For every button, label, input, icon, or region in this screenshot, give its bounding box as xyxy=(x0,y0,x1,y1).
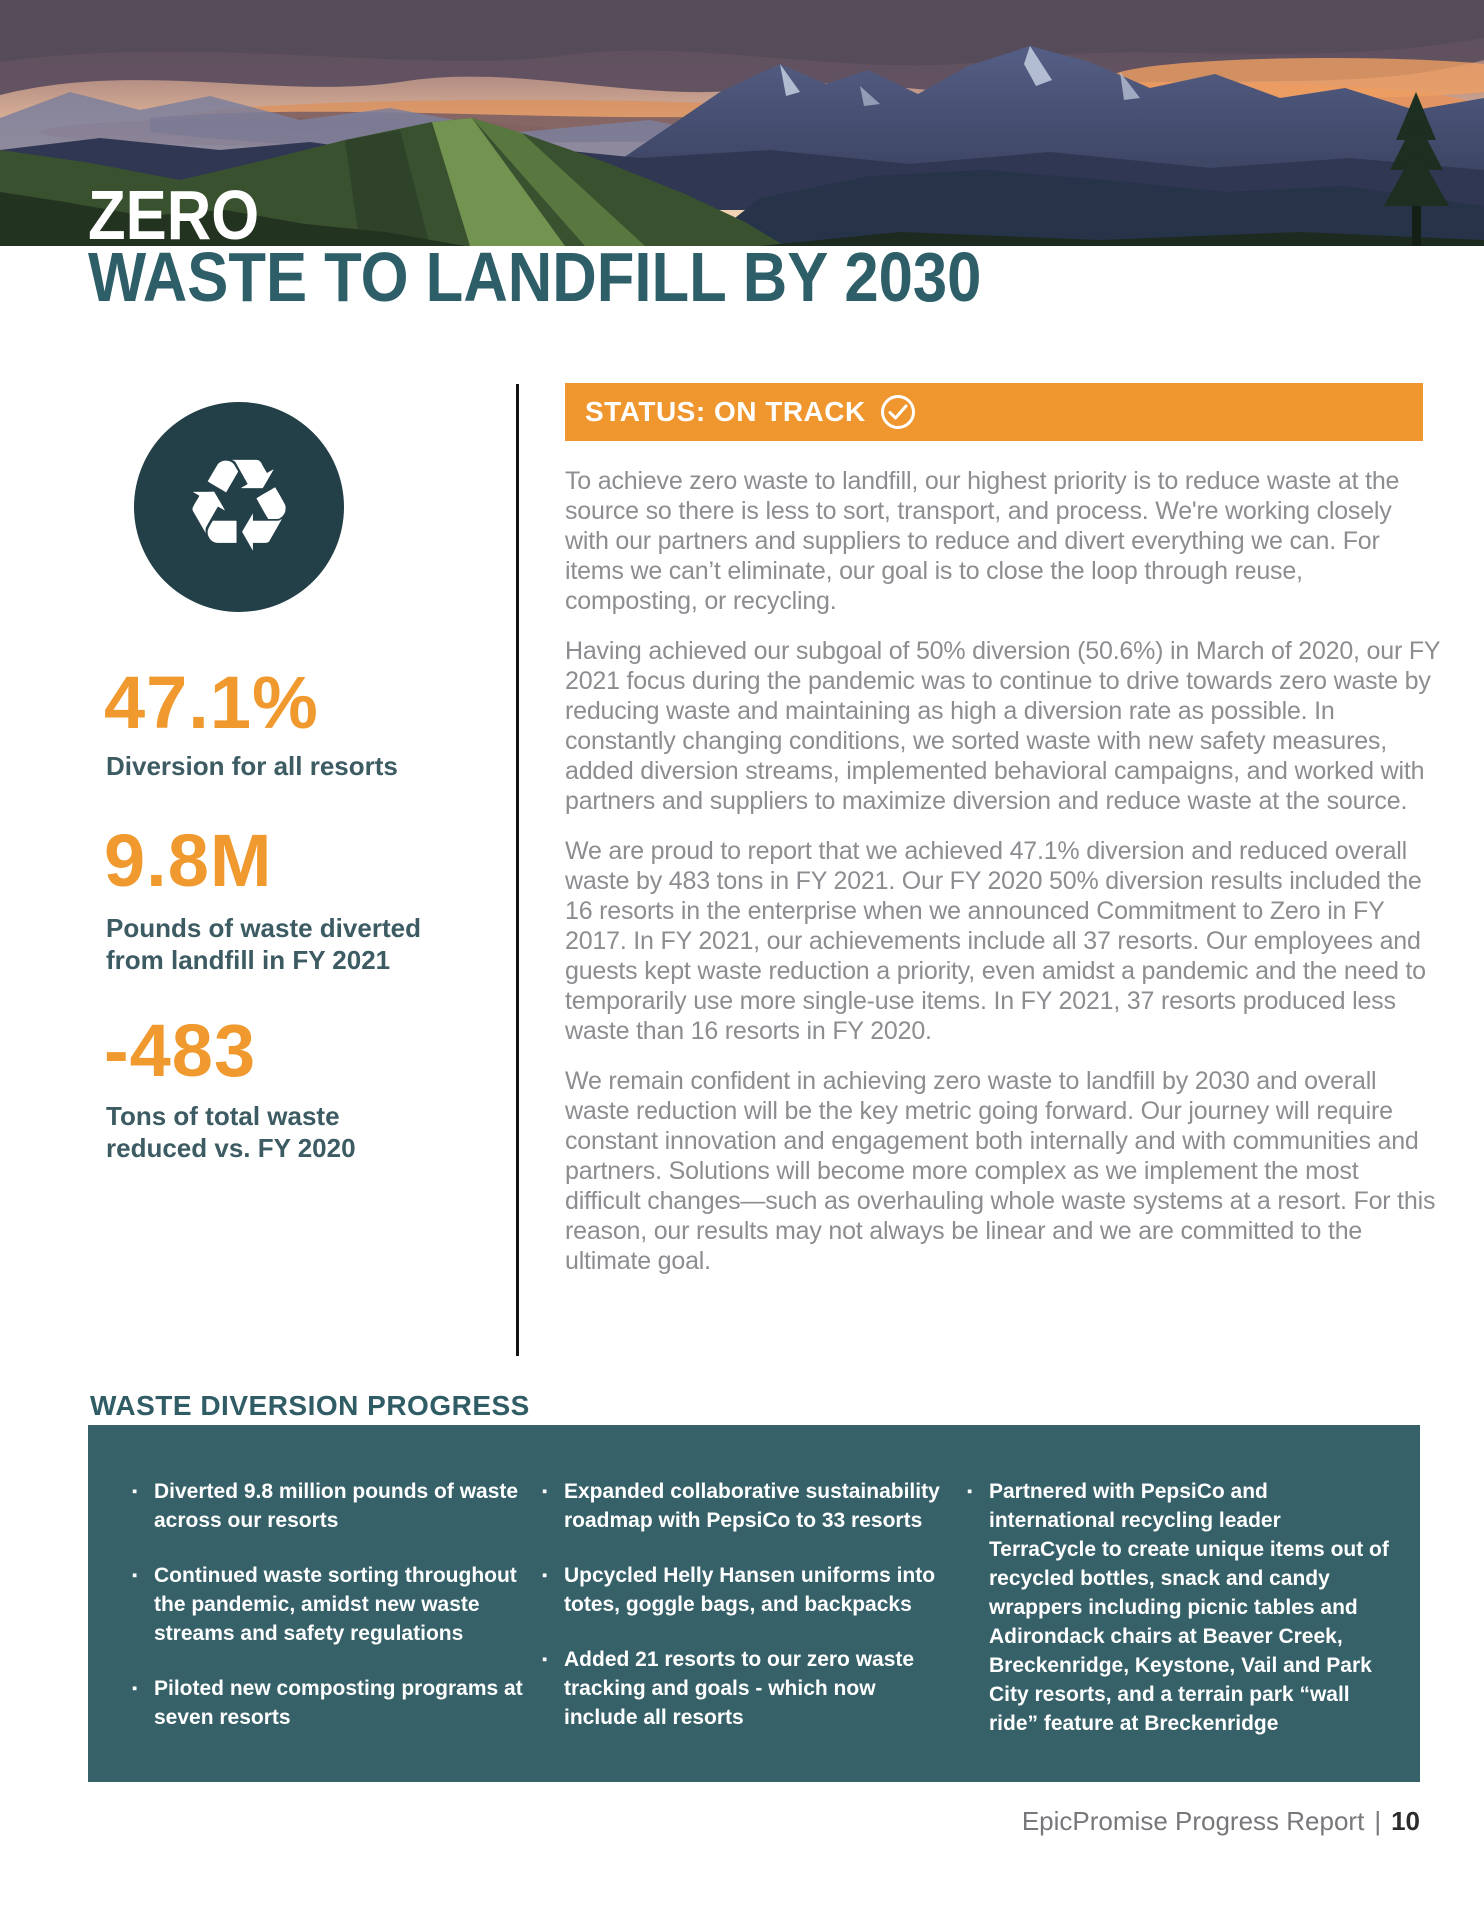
stat-pounds-label: Pounds of waste diverted from landfill i… xyxy=(106,913,421,975)
footer-separator: | xyxy=(1374,1806,1382,1836)
list-item: ▪ Diverted 9.8 million pounds of waste ac… xyxy=(130,1477,525,1535)
bullet-text: Added 21 resorts to our zero waste track… xyxy=(564,1648,915,1729)
page-title-line1: ZERO xyxy=(88,176,260,254)
footer-report-title: EpicPromise Progress Report xyxy=(1021,1806,1365,1836)
bullet-square-icon: ▪ xyxy=(132,1680,138,1697)
bullet-text: Expanded collaborative sustainability ro… xyxy=(564,1480,940,1532)
bullet-text: Continued waste sorting throughout the p… xyxy=(154,1564,517,1645)
page-title-line2: WASTE TO LANDFILL BY 2030 xyxy=(88,238,982,316)
paragraph: To achieve zero waste to landfill, our h… xyxy=(565,467,1400,615)
mountain-sunset-illustration xyxy=(0,0,1484,246)
stat-tons-value: -483 xyxy=(104,1009,257,1092)
progress-callout-box: ▪ Diverted 9.8 million pounds of waste ac… xyxy=(88,1425,1420,1782)
paragraph: We are proud to report that we achieved … xyxy=(565,837,1426,1045)
status-banner: STATUS: ON TRACK xyxy=(565,383,1423,441)
list-item: ▪ Continued waste sorting throughout the … xyxy=(130,1561,525,1648)
progress-column-1: ▪ Diverted 9.8 million pounds of waste ac… xyxy=(130,1477,525,1782)
progress-column-2: ▪ Expanded collaborative sustainability r… xyxy=(540,1477,950,1782)
list-item: ▪ Expanded collaborative sustainability r… xyxy=(540,1477,950,1535)
column-divider xyxy=(516,384,519,1356)
page-footer: EpicPromise Progress Report | 10 xyxy=(1022,1806,1420,1837)
list-item: ▪ Added 21 resorts to our zero waste trac… xyxy=(540,1645,950,1732)
paragraph: Having achieved our subgoal of 50% diver… xyxy=(565,637,1440,815)
footer-page-number: 10 xyxy=(1391,1806,1420,1836)
body-copy: To achieve zero waste to landfill, our h… xyxy=(565,466,1440,1296)
list-item: ▪ Piloted new composting programs at seve… xyxy=(130,1674,525,1732)
stat-diversion-label: Diversion for all resorts xyxy=(106,751,398,781)
check-circle-icon xyxy=(880,395,915,429)
bullet-square-icon: ▪ xyxy=(542,1567,548,1584)
bullet-text: Upcycled Helly Hansen uniforms into tote… xyxy=(564,1564,936,1616)
bullet-square-icon: ▪ xyxy=(132,1567,138,1584)
hero-photo xyxy=(0,0,1484,246)
progress-section-heading: WASTE DIVERSION PROGRESS xyxy=(90,1390,530,1421)
bullet-square-icon: ▪ xyxy=(132,1483,138,1500)
stat-tons-label: Tons of total waste reduced vs. FY 2020 xyxy=(106,1101,356,1163)
list-item: ▪ Partnered with PepsiCo and internationa… xyxy=(965,1477,1390,1738)
bullet-text: Piloted new composting programs at seven… xyxy=(154,1677,523,1729)
stat-pounds-value: 9.8M xyxy=(104,819,273,902)
status-label: STATUS: ON TRACK xyxy=(585,396,866,427)
bullet-square-icon: ▪ xyxy=(967,1483,973,1500)
stat-diversion-value: 47.1% xyxy=(104,661,319,744)
bullet-text: Diverted 9.8 million pounds of waste acr… xyxy=(154,1480,519,1532)
progress-column-3: ▪ Partnered with PepsiCo and internationa… xyxy=(965,1477,1390,1782)
bullet-text: Partnered with PepsiCo and international… xyxy=(989,1480,1389,1735)
recycle-badge: ♻ xyxy=(134,402,344,612)
paragraph: We remain confident in achieving zero wa… xyxy=(565,1067,1436,1275)
recycle-icon: ♻ xyxy=(181,432,297,581)
list-item: ▪ Upcycled Helly Hansen uniforms into tot… xyxy=(540,1561,950,1619)
bullet-square-icon: ▪ xyxy=(542,1651,548,1668)
bullet-square-icon: ▪ xyxy=(542,1483,548,1500)
